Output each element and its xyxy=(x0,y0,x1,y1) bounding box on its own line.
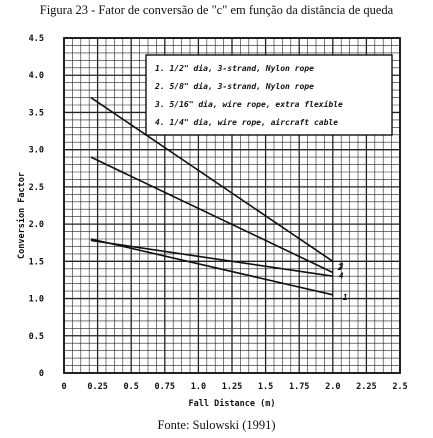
y-tick-label: 2.0 xyxy=(29,220,44,230)
x-tick-label: 1.5 xyxy=(258,382,273,392)
y-tick-label: 4.5 xyxy=(29,34,44,44)
figure-source: Fonte: Sulowski (1991) xyxy=(157,418,276,432)
legend-item-3: 3. 5/16" dia, wire rope, extra flexible xyxy=(154,99,343,109)
legend-item-2: 2. 5/8" dia, 3-strand, Nylon rope xyxy=(154,81,314,91)
legend-item-4: 4. 1/4" dia, wire rope, aircraft cable xyxy=(155,117,338,127)
series-label-1: 1 xyxy=(343,293,348,302)
y-tick-label: 3.0 xyxy=(29,146,44,156)
x-tick-label: 0.75 xyxy=(155,382,175,392)
x-tick-label: 0.5 xyxy=(124,382,139,392)
legend-item-1: 1. 1/2" dia, 3-strand, Nylon rope xyxy=(155,63,314,73)
plot-frame xyxy=(63,37,401,374)
series-label-2: 2 xyxy=(337,263,343,272)
y-tick-label: 2.5 xyxy=(29,183,44,193)
y-axis-title: Conversion Factor xyxy=(16,172,27,259)
x-tick-label: 1.0 xyxy=(191,382,206,392)
x-tick-label: 0.25 xyxy=(87,382,107,392)
series-lines: 1 23 4 xyxy=(90,96,348,302)
figure-caption: Figura 23 - Fator de conversão de "c" em… xyxy=(39,3,394,17)
y-tick-label: 0 xyxy=(39,369,44,379)
y-tick-label: 4.0 xyxy=(29,71,44,81)
y-tick-label: 0.5 xyxy=(29,332,44,342)
series-line-2 xyxy=(90,239,333,278)
x-tick-label: 2.25 xyxy=(356,382,376,392)
axes: 0 0.25 0.5 0.75 1.0 1.25 1.5 1.75 2.0 2.25 2.5 0 0.5… xyxy=(29,34,408,392)
y-tick-label: 3.5 xyxy=(29,108,44,118)
x-tick-label: 1.25 xyxy=(222,382,242,392)
x-tick-label: 1.75 xyxy=(289,382,309,392)
legend-box xyxy=(145,54,393,136)
series-line-3 xyxy=(90,96,334,262)
series-line-1 xyxy=(90,238,333,296)
y-tick-label: 1.5 xyxy=(29,257,44,267)
legend: 1. 1/2" dia, 3-strand, Nylon rope 2. 5/8… xyxy=(145,54,393,136)
x-axis-title: Fall Distance (m) xyxy=(189,398,276,409)
series-label-4: 4 xyxy=(339,272,344,281)
series-line-4 xyxy=(90,156,334,274)
series-label-3: 3 xyxy=(338,261,344,270)
x-tick-label: 0 xyxy=(61,382,66,392)
x-tick-label: 2.5 xyxy=(392,382,407,392)
x-tick-label: 2.0 xyxy=(325,382,340,392)
y-tick-label: 1.0 xyxy=(29,295,44,305)
